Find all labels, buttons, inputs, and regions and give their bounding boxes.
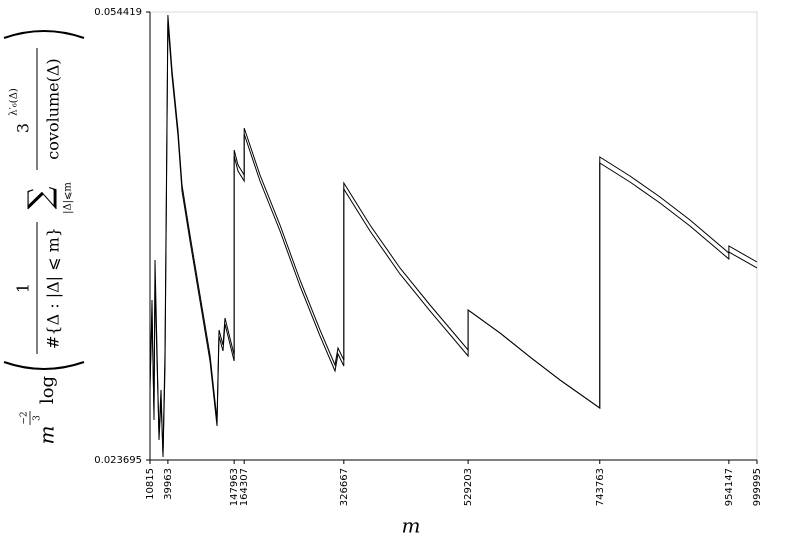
ylabel-log: log <box>37 376 58 404</box>
x-axis-label: m <box>402 514 421 538</box>
series-line <box>149 14 758 456</box>
ylabel-num2-sup: λ′₆(Δ) <box>9 88 20 116</box>
x-tick-label: 10815 <box>145 468 156 500</box>
ylabel-num2: 3 <box>14 123 33 133</box>
ylabel-sum: ∑ <box>21 186 59 209</box>
series-line <box>149 22 758 458</box>
ylabel-m: m <box>35 426 59 445</box>
ylabel-close-paren <box>3 30 85 39</box>
x-tick-label: 147963 <box>229 468 240 506</box>
y-tick-label: 0.023695 <box>94 455 142 466</box>
y-axis-label: m −2 3 log 1 #{Δ : |Δ| ⩽ m} ∑ |Δ|⩽m 3 λ′… <box>3 30 85 445</box>
x-tick-label: 529203 <box>463 468 474 506</box>
x-tick-label: 39963 <box>163 468 174 500</box>
ylabel-num1: 1 <box>14 283 33 293</box>
ylabel-sum-sub: |Δ|⩽m <box>63 182 74 214</box>
x-tick-label: 954147 <box>724 468 735 506</box>
ylabel-den1: #{Δ : |Δ| ⩽ m} <box>44 227 63 349</box>
ylabel-den2: covolume(Δ) <box>44 58 63 159</box>
x-tick-label: 326667 <box>339 468 350 506</box>
ylabel-exp-den: 3 <box>33 415 43 421</box>
y-tick-label: 0.054419 <box>94 7 142 18</box>
x-tick-label: 999995 <box>752 468 763 506</box>
x-tick-label: 743763 <box>595 468 606 506</box>
ylabel-exp-num: −2 <box>20 411 30 424</box>
x-tick-label: 164307 <box>239 468 250 506</box>
plot-frame <box>149 11 758 461</box>
ylabel-open-paren <box>3 361 85 370</box>
